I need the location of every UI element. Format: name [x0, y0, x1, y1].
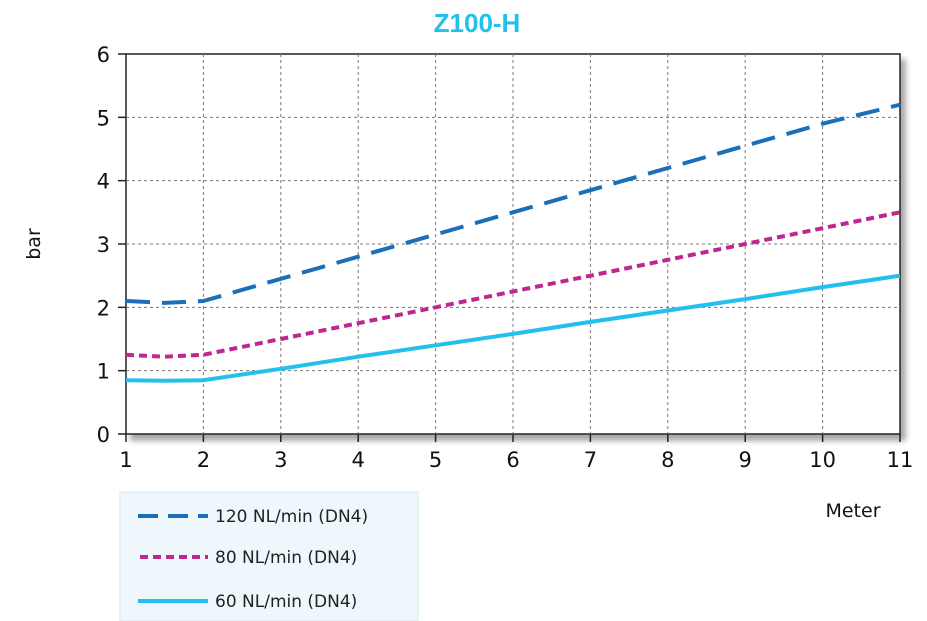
legend: 120 NL/min (DN4) 80 NL/min (DN4) 60 NL/m…: [119, 491, 419, 621]
x-tick-label-1: 1: [119, 448, 132, 472]
x-tick-label-11: 11: [887, 448, 914, 472]
y-axis-label: bar: [23, 228, 45, 260]
x-tick-label-3: 3: [274, 448, 287, 472]
x-tick-label-4: 4: [352, 448, 365, 472]
legend-label-60: 60 NL/min (DN4): [215, 592, 357, 612]
x-tick-label-5: 5: [429, 448, 442, 472]
series-line-1: [125, 210, 901, 359]
y-tick-label-4: 4: [97, 170, 110, 194]
series-line-2: [125, 273, 901, 383]
legend-label-120: 120 NL/min (DN4): [215, 507, 368, 527]
legend-label-80: 80 NL/min (DN4): [215, 548, 357, 568]
x-tick-label-9: 9: [739, 448, 752, 472]
y-tick-label-1: 1: [97, 360, 110, 384]
x-tick-label-2: 2: [197, 448, 210, 472]
series-layer: [125, 102, 901, 383]
y-tick-label-2: 2: [97, 296, 110, 320]
x-tick-label-7: 7: [584, 448, 597, 472]
y-tick-label-3: 3: [97, 233, 110, 257]
series-line-0: [125, 102, 901, 305]
x-tick-label-6: 6: [506, 448, 519, 472]
y-tick-label-0: 0: [97, 423, 110, 447]
y-tick-label-6: 6: [97, 43, 110, 67]
y-tick-label-5: 5: [97, 106, 110, 130]
x-tick-label-10: 10: [809, 448, 836, 472]
x-axis-label: Meter: [825, 500, 880, 522]
x-tick-label-8: 8: [661, 448, 674, 472]
chart-title: Z100-H: [434, 8, 521, 38]
